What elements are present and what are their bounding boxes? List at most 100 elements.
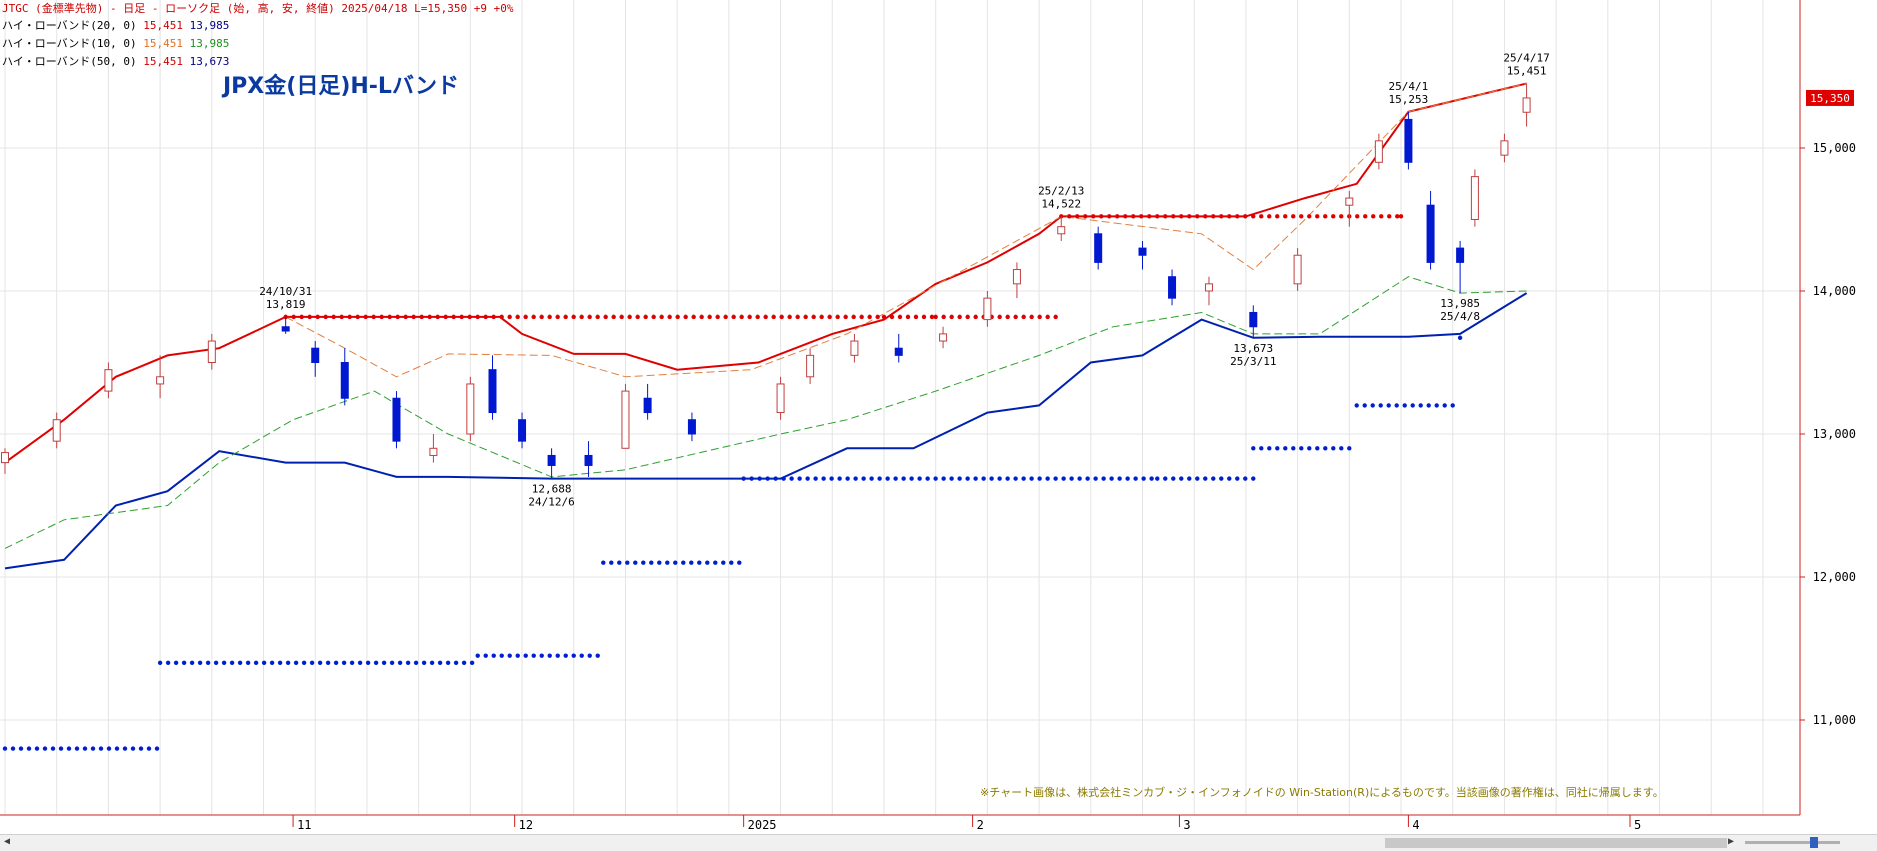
band50-dot xyxy=(523,314,528,320)
band50-dot xyxy=(921,314,927,320)
band50-dot xyxy=(1291,214,1296,219)
band50-dot xyxy=(901,476,906,481)
scroll-left-icon[interactable]: ◀ xyxy=(4,836,11,847)
band50-dot xyxy=(387,314,392,320)
scroll-right-icon[interactable]: ▶ xyxy=(1728,836,1735,847)
legend-band-20: ハイ・ローバンド(20, 0) 15,451 13,985 xyxy=(2,19,229,33)
band50-dot xyxy=(1155,214,1160,219)
band50-dot xyxy=(1029,476,1034,481)
band50-dot xyxy=(859,314,864,320)
x-tick-label: 2 xyxy=(977,818,984,832)
band50-dot xyxy=(713,560,718,565)
annotation-label: 25/3/11 xyxy=(1230,355,1276,368)
band50-dot xyxy=(909,476,914,481)
candle-body xyxy=(621,390,630,449)
band50-dot xyxy=(683,314,688,320)
band50-dot xyxy=(1163,476,1168,481)
candle-body xyxy=(1456,247,1465,263)
horizontal-scrollbar[interactable]: ◀ ▶ xyxy=(0,834,1877,851)
zoom-slider-knob[interactable] xyxy=(1810,837,1818,848)
band50-dot xyxy=(587,653,592,658)
band50-dot xyxy=(469,660,475,665)
candle-body xyxy=(1345,197,1354,206)
candle-body xyxy=(1500,140,1509,156)
zoom-slider-track[interactable] xyxy=(1745,841,1840,844)
band50-dot xyxy=(949,314,954,320)
band50-dot xyxy=(1323,214,1328,219)
band50-dot xyxy=(869,476,874,481)
band50-dot xyxy=(1013,314,1018,320)
band50-dot xyxy=(941,314,946,320)
band50-dot xyxy=(1378,403,1383,408)
candle-body xyxy=(1426,204,1435,263)
y-tick-label: 13,000 xyxy=(1813,427,1856,441)
candle-body xyxy=(207,340,216,363)
band50-dot xyxy=(1426,403,1431,408)
band50-dot xyxy=(317,660,323,665)
band50-dot xyxy=(609,560,614,565)
band50-dot xyxy=(539,653,544,658)
legend-high: 15,451 xyxy=(143,19,183,32)
annotation-label: 25/4/17 xyxy=(1503,52,1549,65)
band50-dot xyxy=(749,476,754,481)
band50-dot xyxy=(1117,476,1122,481)
band50-dot xyxy=(154,746,160,751)
band50-dot xyxy=(889,314,895,320)
band50-dot xyxy=(571,314,576,320)
band50-dot xyxy=(523,653,528,658)
band50-dot xyxy=(106,746,112,751)
band50-dot xyxy=(309,660,315,665)
band50-dot xyxy=(845,476,850,481)
band50-dot xyxy=(285,660,291,665)
band50-dot xyxy=(397,660,403,665)
band50-dot xyxy=(851,314,856,320)
band50-dot xyxy=(82,746,88,751)
band50-dot xyxy=(355,314,360,320)
band50-dot xyxy=(1021,314,1026,320)
band50-dot xyxy=(1418,403,1423,408)
band50-dot xyxy=(1069,476,1074,481)
band50-dot xyxy=(507,653,512,658)
annotation-label: 13,819 xyxy=(266,298,306,311)
band50-dot xyxy=(483,653,488,658)
band50-dot xyxy=(165,660,171,665)
band50-dot xyxy=(138,746,144,751)
band50-dot xyxy=(50,746,56,751)
band50-dot xyxy=(957,476,962,481)
band50-dot xyxy=(299,314,304,320)
band50-dot xyxy=(881,314,887,320)
band50-dot xyxy=(307,314,312,320)
band50-dot xyxy=(699,314,704,320)
band50-dot xyxy=(291,314,296,320)
annotation-label: 13,673 xyxy=(1233,342,1273,355)
band50-dot xyxy=(721,560,726,565)
band50-dot xyxy=(421,660,427,665)
candle-body xyxy=(1012,269,1021,285)
band50-dot xyxy=(1259,446,1264,451)
y-tick-label: 15,000 xyxy=(1813,141,1856,155)
band50-dot xyxy=(697,560,702,565)
band50-dot xyxy=(893,476,898,481)
candle-body xyxy=(311,347,320,364)
legend-label: ハイ・ローバンド(50, 0) xyxy=(2,55,137,68)
candle-body xyxy=(1138,247,1147,256)
band50-dot xyxy=(371,314,376,320)
candle-body xyxy=(466,383,475,435)
band50-dot xyxy=(885,476,890,481)
band50-dot xyxy=(379,314,384,320)
band50-dot xyxy=(681,560,686,565)
band50-dot xyxy=(1275,446,1280,451)
band50-dot xyxy=(1125,476,1130,481)
grid-lines xyxy=(0,0,1800,815)
band50-dot xyxy=(779,314,784,320)
band50-dot xyxy=(1315,446,1320,451)
band50-dot xyxy=(689,560,694,565)
band50-dot xyxy=(649,560,654,565)
candle-body xyxy=(1204,283,1213,292)
band50-dot xyxy=(499,314,504,320)
band50-dot xyxy=(483,314,488,320)
band50-dot xyxy=(747,314,752,320)
band50-dot xyxy=(491,653,496,658)
band50-dot xyxy=(429,660,435,665)
scroll-thumb[interactable] xyxy=(1385,838,1727,848)
